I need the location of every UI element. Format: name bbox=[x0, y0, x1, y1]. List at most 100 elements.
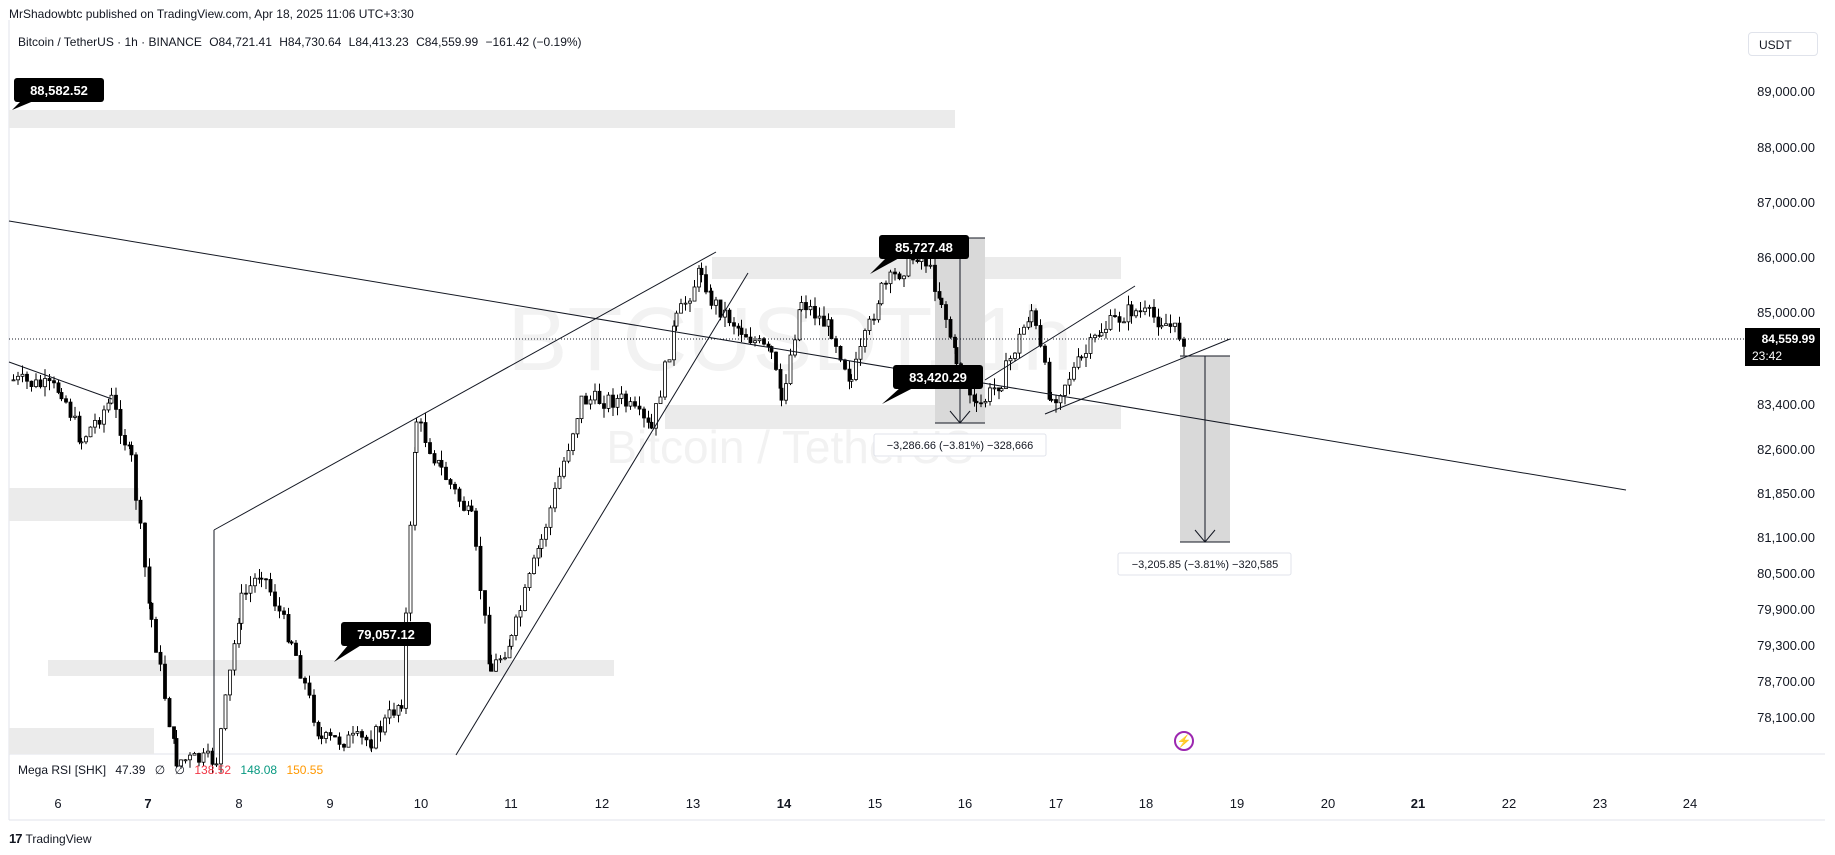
candle-body bbox=[679, 303, 683, 314]
candle-body bbox=[817, 315, 822, 319]
candle-body bbox=[575, 418, 580, 435]
candle-body bbox=[183, 759, 188, 762]
time-tick-label: 11 bbox=[504, 796, 518, 811]
candle-body bbox=[663, 361, 667, 398]
candle-body bbox=[34, 379, 38, 387]
candle-body bbox=[324, 732, 328, 739]
candle-body bbox=[579, 395, 584, 420]
candle-body bbox=[487, 614, 492, 665]
candle-body bbox=[1043, 345, 1047, 363]
candle-body bbox=[277, 605, 282, 612]
symbol-info-bar: Bitcoin / TetherUS · 1h · BINANCE O84,72… bbox=[18, 35, 586, 49]
measure-label-1-text: −3,286.66 (−3.81%) −328,666 bbox=[887, 440, 1033, 452]
candle-body bbox=[602, 403, 606, 409]
candle-body bbox=[948, 319, 953, 338]
currency-button[interactable]: USDT bbox=[1748, 32, 1818, 56]
price-callout-pointer bbox=[870, 257, 901, 274]
time-tick-label: 22 bbox=[1502, 796, 1516, 811]
symbol-name[interactable]: Bitcoin / TetherUS · 1h · BINANCE bbox=[18, 35, 202, 49]
candle-body bbox=[428, 442, 432, 454]
candle-body bbox=[699, 267, 704, 276]
candle-body bbox=[692, 286, 697, 302]
candle-body bbox=[1079, 356, 1084, 359]
candle-body bbox=[1138, 310, 1143, 313]
candle-body bbox=[408, 524, 413, 614]
candle-body bbox=[1152, 306, 1156, 318]
candle-body bbox=[466, 505, 471, 511]
candle-body bbox=[158, 651, 163, 665]
candle-body bbox=[84, 436, 88, 443]
measure-label-2-text: −3,205.85 (−3.81%) −320,585 bbox=[1132, 559, 1278, 571]
candle-body bbox=[197, 753, 201, 763]
price-change: −161.42 (−0.19%) bbox=[485, 35, 582, 49]
time-tick-label: 9 bbox=[326, 796, 333, 811]
indicator-value-6: 150.55 bbox=[286, 763, 324, 777]
candle-body bbox=[219, 728, 223, 765]
candle-body bbox=[532, 557, 536, 574]
candle-body bbox=[439, 459, 444, 468]
time-tick-label: 10 bbox=[414, 796, 428, 811]
flag-upper-line bbox=[984, 285, 1136, 381]
candle-body bbox=[237, 622, 241, 645]
candle-body bbox=[328, 732, 333, 736]
candle-body bbox=[1164, 323, 1168, 326]
price-callout-pointer bbox=[334, 644, 363, 662]
candle-body bbox=[566, 450, 571, 462]
measure-arrowhead-2 bbox=[1194, 529, 1216, 543]
candle-body bbox=[1008, 358, 1013, 362]
candle-body bbox=[1022, 326, 1026, 335]
candle-body bbox=[826, 319, 831, 327]
candle-body bbox=[494, 659, 498, 672]
time-tick-label: 24 bbox=[1683, 796, 1697, 811]
price-tick-label: 79,300.00 bbox=[1757, 638, 1815, 653]
price-tick-label: 81,850.00 bbox=[1757, 486, 1815, 501]
candle-body bbox=[843, 359, 847, 370]
candle-body bbox=[399, 705, 404, 709]
price-tick-label: 87,000.00 bbox=[1757, 195, 1815, 210]
footer[interactable]: 17 TradingView bbox=[9, 831, 92, 846]
candle-body bbox=[1029, 310, 1034, 323]
time-axis[interactable]: 6 7 8 9 10 11 12 13 14 15 16 17 18 19 20 21 22 23 24 bbox=[54, 796, 1697, 811]
candle-body bbox=[1126, 304, 1131, 323]
last-price-tag: 84,559.99 23:42 bbox=[1745, 328, 1820, 366]
candle-body bbox=[273, 591, 277, 607]
candle-body bbox=[615, 398, 620, 408]
candle-body bbox=[1177, 322, 1182, 340]
price-callout-box bbox=[893, 365, 983, 389]
candle-body bbox=[739, 327, 744, 335]
demand-zone bbox=[665, 405, 1121, 429]
time-tick-label: 20 bbox=[1321, 796, 1335, 811]
candle-body bbox=[928, 264, 933, 267]
candle-body bbox=[888, 271, 893, 285]
candle-body bbox=[628, 401, 633, 407]
candle-body bbox=[56, 382, 61, 393]
flash-icon[interactable]: ⚡ bbox=[1174, 731, 1194, 751]
candle-body bbox=[147, 566, 152, 604]
candle-body bbox=[1063, 384, 1067, 396]
price-axis[interactable]: 89,000.00 88,000.00 87,000.00 86,000.00 85,0… bbox=[1757, 84, 1815, 725]
candle-body bbox=[167, 698, 172, 728]
candle-body bbox=[1156, 316, 1161, 328]
candle-body bbox=[1168, 323, 1173, 327]
ohlc-high: H84,730.64 bbox=[279, 35, 342, 49]
indicator-value-2: ∅ bbox=[154, 763, 166, 777]
candle-body bbox=[829, 319, 834, 340]
candle-body bbox=[804, 302, 808, 311]
candle-body bbox=[897, 273, 902, 280]
indicator-value-3: ∅ bbox=[174, 763, 185, 777]
indicator-legend[interactable]: Mega RSI [SHK] 47.39 ∅ ∅ 138.52 148.08 1… bbox=[18, 763, 329, 777]
candle-body bbox=[392, 709, 396, 716]
last-price-value: 84,559.99 bbox=[1762, 332, 1816, 346]
candle-body bbox=[259, 577, 264, 580]
candle-body bbox=[253, 577, 257, 587]
candle-body bbox=[47, 378, 52, 382]
price-callout-box bbox=[341, 622, 431, 646]
price-tick-label: 79,900.00 bbox=[1757, 602, 1815, 617]
indicator-name: Mega RSI [SHK] bbox=[18, 763, 107, 777]
candle-body bbox=[404, 612, 408, 709]
candle-body bbox=[727, 309, 732, 324]
candle-body bbox=[143, 522, 147, 568]
candle-body bbox=[619, 393, 624, 399]
time-tick-label: 18 bbox=[1139, 796, 1153, 811]
